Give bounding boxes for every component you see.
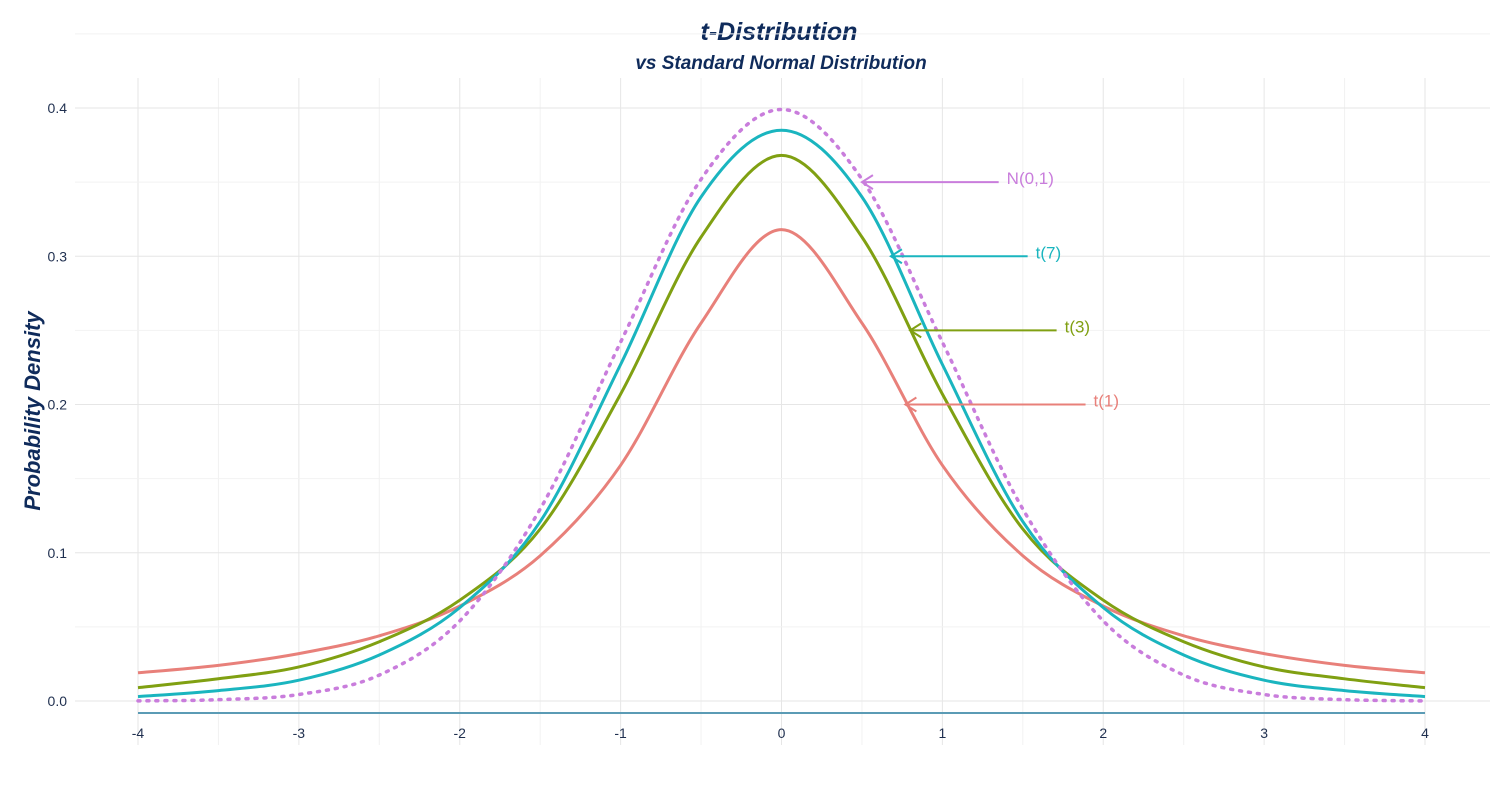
annotation-label-0: N(0,1) — [1007, 169, 1054, 188]
annotation-label-2: t(3) — [1065, 317, 1091, 336]
series-line-3 — [136, 107, 1427, 703]
chart-subtitle: vs Standard Normal Distribution — [635, 53, 926, 74]
x-tick-label: -4 — [132, 725, 145, 741]
y-axis-ticks: 0.0 0.1 0.2 0.3 0.4 — [48, 100, 68, 709]
x-tick-label: -1 — [614, 725, 627, 741]
annotation-label-3: t(1) — [1094, 392, 1120, 411]
annotation-arrowhead-3 — [903, 396, 917, 413]
x-tick-label: 4 — [1421, 725, 1429, 741]
curve-annotations: N(0,1) t(7) t(3) t(1) — [860, 169, 1120, 413]
series-line-2 — [137, 128, 1426, 699]
y-tick-label: 0.2 — [48, 397, 68, 413]
x-tick-label: 0 — [778, 725, 786, 741]
grid — [75, 33, 1490, 745]
series-line-1 — [137, 153, 1426, 690]
y-tick-label: 0.1 — [48, 545, 68, 561]
y-tick-label: 0.4 — [48, 100, 68, 116]
x-tick-label: -3 — [293, 725, 306, 741]
x-axis-ticks: -4 -3 -2 -1 0 1 2 3 4 — [132, 725, 1429, 741]
chart-title: t-Distribution — [701, 18, 858, 46]
x-tick-label: 2 — [1099, 725, 1107, 741]
annotation-arrowhead-1 — [889, 248, 903, 265]
x-tick-label: 1 — [938, 725, 946, 741]
y-tick-label: 0.3 — [48, 248, 68, 264]
annotation-arrowhead-0 — [860, 174, 874, 190]
series-line-0 — [137, 228, 1426, 675]
annotation-label-1: t(7) — [1036, 243, 1062, 262]
x-tick-label: 3 — [1260, 725, 1268, 741]
series-lines — [136, 107, 1427, 703]
y-axis-label: Probability Density — [20, 310, 45, 511]
y-tick-label: 0.0 — [48, 693, 68, 709]
x-tick-label: -2 — [454, 725, 467, 741]
annotation-arrowhead-2 — [908, 322, 922, 339]
